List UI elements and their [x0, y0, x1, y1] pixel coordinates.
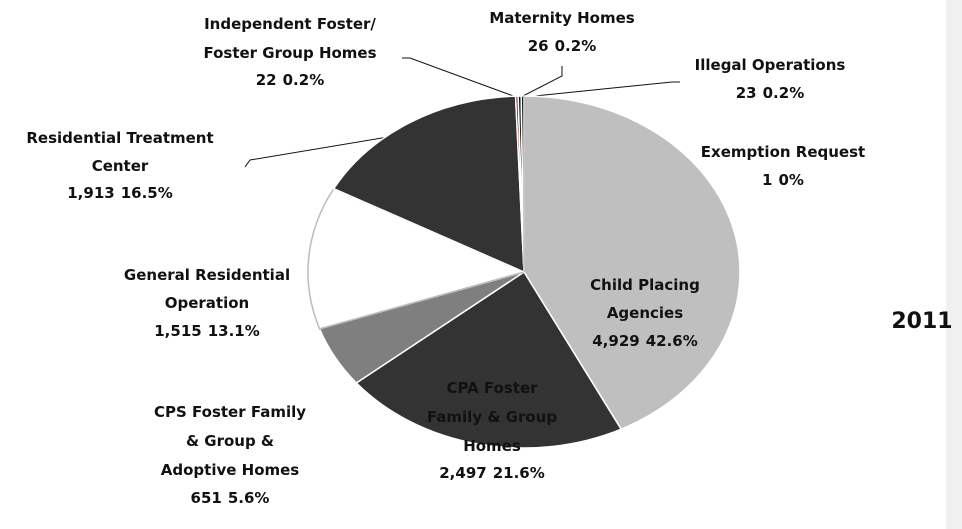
leader-lines: [244, 57, 680, 168]
slice-label: CPS Foster Family & Group & Adoptive Homes: [154, 403, 306, 479]
leader-line: [244, 129, 431, 168]
pie: [307, 95, 741, 449]
slice-label: Child Placing Agencies: [590, 276, 700, 322]
value-share: 42.6%: [646, 332, 698, 350]
slice-label: CPA Foster Family & Group Homes: [427, 379, 557, 455]
value-share: 5.6%: [228, 489, 270, 507]
leader-line: [520, 66, 563, 98]
value-share: 0.2%: [763, 84, 805, 102]
slice-label: Maternity Homes: [489, 9, 634, 27]
value-count: 1,515: [154, 322, 201, 340]
slice-label: Residential Treatment Center: [26, 129, 213, 175]
value-share: 16.5%: [121, 184, 173, 202]
slice-label: Independent Foster/Foster Group Homes: [203, 15, 376, 62]
slice-label: Illegal Operations: [695, 56, 846, 74]
value-count: 1,913: [67, 184, 114, 202]
value-count: 651: [191, 489, 222, 507]
slice-label: General Residential Operation: [124, 266, 290, 312]
leader-line: [402, 57, 517, 98]
side-panel: [946, 0, 962, 529]
value-count: 26: [528, 37, 549, 55]
value-count: 1: [762, 171, 772, 189]
value-count: 23: [736, 84, 757, 102]
value-label: 26 0.2%: [528, 37, 596, 55]
pie-slice: [307, 187, 527, 330]
value-label: 1,913 16.5%: [67, 184, 173, 202]
value-label: 4,929 42.6%: [592, 332, 698, 350]
value-share: 0.2%: [283, 71, 325, 89]
value-label: 651 5.6%: [191, 489, 270, 507]
annotation: 2011: [891, 309, 952, 334]
value-label: 22 0.2%: [256, 71, 324, 89]
value-label: 1 0%: [762, 171, 804, 189]
slice-label: Exemption Request: [701, 143, 865, 161]
leader-line: [524, 81, 680, 98]
value-label: 23 0.2%: [736, 84, 804, 102]
value-share: 21.6%: [493, 464, 545, 482]
value-share: 13.1%: [208, 322, 260, 340]
pie-slice: [355, 270, 623, 449]
pie-slice: [523, 95, 741, 431]
value-count: 22: [256, 71, 277, 89]
value-share: 0%: [778, 171, 803, 189]
value-label: 2,497 21.6%: [439, 464, 545, 482]
pie-slice: [332, 95, 525, 274]
value-label: 1,515 13.1%: [154, 322, 260, 340]
value-count: 4,929: [592, 332, 639, 350]
value-count: 2,497: [439, 464, 486, 482]
value-share: 0.2%: [555, 37, 597, 55]
